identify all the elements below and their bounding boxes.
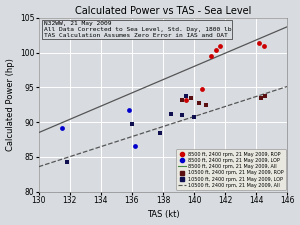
Point [209, 54, 214, 58]
Point [263, 94, 268, 97]
Point [204, 103, 209, 106]
Point [126, 108, 131, 111]
Title: Calculated Power vs TAS - Sea Level: Calculated Power vs TAS - Sea Level [75, 6, 251, 16]
Point [184, 94, 189, 97]
Point [213, 49, 218, 52]
Point [158, 131, 162, 134]
X-axis label: TAS (kt): TAS (kt) [147, 210, 179, 219]
Point [168, 112, 173, 116]
Point [200, 87, 204, 90]
Point [184, 98, 189, 102]
Point [257, 42, 262, 45]
Point [192, 115, 197, 118]
Point [218, 45, 223, 48]
Point [179, 98, 184, 102]
Text: N32WW, 21 May 2009
All Data Corrected to Sea Level, Std. Day, 1800 lb
TAS Calcul: N32WW, 21 May 2009 All Data Corrected to… [44, 21, 231, 38]
Point [258, 96, 263, 99]
Point [179, 113, 184, 117]
Y-axis label: Calculated Power (hp): Calculated Power (hp) [6, 58, 15, 151]
Point [130, 122, 134, 125]
Point [64, 161, 69, 164]
Point [188, 96, 193, 99]
Point [262, 44, 266, 47]
Point [196, 101, 201, 104]
Legend: 8500 ft, 2400 rpm, 21 May 2009, ROP, 8500 ft, 2400 rpm, 21 May 2009, LOP, 8500 f: 8500 ft, 2400 rpm, 21 May 2009, ROP, 850… [176, 149, 286, 190]
Point [60, 126, 64, 130]
Point [133, 145, 137, 148]
